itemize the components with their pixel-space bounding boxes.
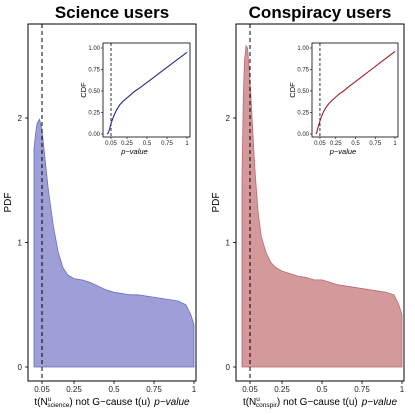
inset-y-tick-label: 0.75 <box>297 68 309 74</box>
inset-y-axis-label: CDF <box>288 82 297 98</box>
x-axis-label-mid: ) not G−cause t(u) <box>69 397 150 408</box>
inset-x-tick-label: 0.25 <box>330 141 342 147</box>
x-tick-label: 1 <box>192 385 197 394</box>
inset-y-tick-label: 1.00 <box>88 46 100 52</box>
x-axis-label-sup: u <box>48 396 52 403</box>
chart-title: Conspiracy users <box>249 3 392 22</box>
inset-x-tick-label: 0.75 <box>161 141 173 147</box>
panel-science: Science users 0.05 0.25 0.5 0.75 1 0 1 2 PDF t(Nu s… <box>3 3 197 409</box>
inset-cdf: 0.05 0.25 0.5 0.75 1 0.00 0.25 0.50 0.75 1.00 CDF p… <box>288 42 399 156</box>
inset-x-tick-label: 1 <box>393 141 397 147</box>
x-tick-label: 0.5 <box>316 385 328 394</box>
inset-x-axis-label: p−value <box>120 147 147 156</box>
inset-x-tick-label: 0.5 <box>351 141 360 147</box>
x-tick-label: 0.05 <box>242 385 258 394</box>
x-axis-label-prefix: t(N <box>34 397 47 408</box>
pdf-area <box>241 44 403 368</box>
y-tick-label: 1 <box>18 239 23 248</box>
y-tick-label: 0 <box>18 363 23 372</box>
inset-y-axis-label: CDF <box>79 82 88 98</box>
inset-x-tick-label: 0.5 <box>143 141 152 147</box>
y-axis-label: PDF <box>3 193 14 213</box>
inset-cdf: 0.05 0.25 0.5 0.75 1 0.00 0.25 0.50 0.75 1.00 CDF p… <box>79 42 191 156</box>
x-axis-label-sub: science <box>47 402 69 409</box>
inset-x-tick-label: 0.05 <box>105 141 117 147</box>
plot-frame <box>27 23 197 382</box>
cdf-line <box>315 51 396 135</box>
y-tick-label: 2 <box>18 114 23 123</box>
cdf-line <box>106 51 188 135</box>
inset-x-tick-label: 0.25 <box>121 141 133 147</box>
x-axis-label: t(Nu science) not G−cause t(u) p−value <box>34 396 190 409</box>
inset-y-tick-label: 0.25 <box>297 111 309 117</box>
inset-x-tick-label: 0.75 <box>369 141 381 147</box>
inset-frame <box>311 42 399 138</box>
inset-y-tick-label: 0.75 <box>88 68 100 74</box>
x-axis-label-italic: p−value <box>153 397 190 408</box>
panel-conspiracy: Conspiracy users 0.05 0.25 0.5 0.75 1 0 1 2 PDF t(… <box>211 3 405 409</box>
x-tick-label: 0.75 <box>354 385 370 394</box>
x-tick-label: 0.25 <box>66 385 82 394</box>
inset-y-tick-label: 0.50 <box>88 89 100 95</box>
inset-x-tick-label: 0.05 <box>314 141 326 147</box>
pdf-area <box>33 118 195 368</box>
inset-y-tick-label: 1.00 <box>297 46 309 52</box>
x-tick-label: 0.5 <box>108 385 120 394</box>
x-tick-label: 0.75 <box>146 385 162 394</box>
inset-y-tick-label: 0.00 <box>88 132 100 138</box>
y-axis-label: PDF <box>211 193 222 213</box>
y-tick-label: 0 <box>226 363 231 372</box>
y-tick-label: 2 <box>226 114 231 123</box>
x-tick-label: 1 <box>400 385 405 394</box>
inset-x-tick-label: 1 <box>185 141 189 147</box>
inset-y-tick-label: 0.00 <box>297 132 309 138</box>
x-axis-label: t(Nu conspir) not G−cause t(u) p−value <box>243 396 398 409</box>
x-axis-label-mid: ) not G−cause t(u) <box>277 397 358 408</box>
x-tick-label: 0.25 <box>274 385 290 394</box>
y-tick-label: 1 <box>226 239 231 248</box>
x-axis-label-sup: u <box>256 396 260 403</box>
x-axis-label-sub: conspir <box>256 402 278 409</box>
inset-y-tick-label: 0.25 <box>88 111 100 117</box>
chart-title: Science users <box>55 3 169 22</box>
x-axis-label-italic: p−value <box>361 397 398 408</box>
inset-frame <box>102 42 191 138</box>
x-axis-label-prefix: t(N <box>243 397 256 408</box>
plot-frame <box>235 23 405 382</box>
inset-x-axis-label: p−value <box>329 147 356 156</box>
inset-y-tick-label: 0.50 <box>297 89 309 95</box>
x-tick-label: 0.05 <box>34 385 50 394</box>
